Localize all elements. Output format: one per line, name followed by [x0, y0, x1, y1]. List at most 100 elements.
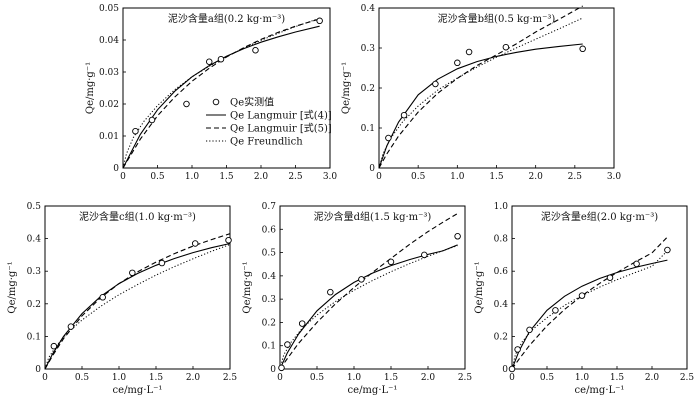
data-point [502, 43, 510, 51]
data-point [633, 260, 640, 268]
x-axis-label: ce/mg·L⁻¹ [113, 385, 163, 396]
y-tick-label: 0.6 [262, 225, 277, 235]
curve-dotted [378, 17, 583, 169]
chart-panel-e: 0 0.5 1.0 1.5 2.0 2.5 0 0.2 0.4 0.6 0.8 1.0 泥沙含量e组(2… [474, 202, 694, 396]
data-point [454, 233, 461, 240]
plot-frame [378, 7, 615, 169]
y-axis-label: Qe/mg·g⁻¹ [341, 62, 352, 114]
x-tick-label: 0 [120, 172, 126, 182]
y-tick-label: 0 [35, 365, 41, 375]
plot-frame [279, 205, 466, 370]
data-point [358, 276, 365, 283]
data-point [578, 292, 586, 299]
x-tick-label: 2.0 [529, 172, 544, 182]
curve-dotted [511, 250, 668, 370]
curve-solid [44, 242, 231, 370]
data-point [579, 45, 586, 53]
panel-title: 泥沙含量e组(2.0 kg·m⁻³) [541, 210, 658, 223]
data-point [526, 326, 533, 334]
data-point [148, 116, 156, 124]
x-tick-label: 1.0 [112, 373, 127, 383]
data-point [298, 320, 306, 327]
data-point [664, 246, 671, 254]
data-point [385, 134, 392, 142]
x-tick-label: 3.0 [607, 172, 622, 182]
y-tick-label: 0.1 [361, 124, 375, 134]
x-tick-label: 2.0 [645, 373, 660, 383]
data-point [514, 346, 521, 353]
y-axis-label: Qe/mg·g⁻¹ [242, 261, 253, 313]
curve-dotted [279, 245, 458, 370]
y-tick-label: 0 [502, 365, 508, 375]
data-point [50, 342, 58, 350]
curve-dashed [511, 236, 668, 370]
panel-title: 泥沙含量a组(0.2 kg·m⁻³) [168, 12, 285, 25]
data-point [606, 274, 614, 281]
y-tick-label: 0.1 [27, 332, 41, 342]
y-tick-label: 0.2 [262, 318, 276, 328]
x-tick-label: 1.5 [149, 373, 164, 383]
x-tick-label: 0 [42, 373, 48, 383]
data-point [552, 307, 559, 314]
y-tick-label: 0.04 [99, 36, 119, 46]
y-tick-label: 0.4 [494, 300, 509, 310]
y-tick-label: 0.3 [361, 44, 376, 54]
curve-solid [279, 244, 458, 370]
data-point [327, 288, 334, 296]
x-axis-label: ce/mg·L⁻¹ [575, 385, 625, 396]
data-point [252, 46, 259, 54]
x-tick-label: 2.5 [288, 172, 303, 182]
x-tick-label: 1.5 [384, 373, 399, 383]
chart-panel-b: 0 0.5 1.0 1.5 2.0 2.5 3.0 0 0.1 0.2 0.3 0.4 泥沙含量b组(0… [341, 4, 621, 182]
x-tick-label: 0.5 [310, 373, 325, 383]
x-tick-label: 1.0 [185, 172, 200, 182]
data-point [225, 236, 232, 244]
x-tick-label: 0.5 [150, 172, 165, 182]
data-point [454, 59, 461, 67]
x-tick-label: 2.5 [458, 373, 473, 383]
y-axis-label: Qe/mg·g⁻¹ [7, 261, 18, 313]
x-tick-label: 0 [277, 373, 283, 383]
y-tick-label: 1.0 [494, 202, 509, 212]
panel-title: 泥沙含量c组(1.0 kg·m⁻³) [79, 210, 196, 223]
legend-label-dashed: Qe Langmuir [式(5)] [230, 122, 332, 135]
data-point [465, 48, 473, 56]
x-tick-label: 0.5 [540, 373, 555, 383]
y-tick-label: 0.05 [99, 4, 119, 14]
y-tick-label: 0 [369, 164, 375, 174]
y-tick-label: 0.4 [262, 272, 277, 282]
data-point [278, 364, 285, 372]
plot-frame [511, 205, 688, 370]
data-point [421, 251, 428, 259]
curve-dotted [44, 244, 231, 370]
data-point [191, 240, 199, 247]
data-point [387, 258, 395, 266]
data-point [508, 365, 516, 373]
x-tick-label: 0 [376, 172, 382, 182]
panel-title: 泥沙含量b组(0.5 kg·m⁻³) [438, 12, 556, 25]
y-tick-label: 0.4 [27, 235, 42, 245]
y-tick-label: 0.7 [262, 202, 277, 212]
y-axis-label: Qe/mg·g⁻¹ [85, 62, 96, 114]
y-tick-label: 0.2 [494, 332, 508, 342]
chart-panel-c: 0 0.5 1.0 1.5 2.0 2.5 0 0.1 0.2 0.3 0.4 0.5 泥沙含量c组(1… [7, 202, 237, 396]
curve-solid [511, 259, 668, 370]
x-tick-label: 3.0 [323, 172, 338, 182]
y-tick-label: 0.2 [27, 300, 41, 310]
x-tick-label: 0 [509, 373, 515, 383]
x-tick-label: 1.0 [347, 373, 362, 383]
y-tick-label: 0.5 [262, 249, 277, 259]
y-tick-label: 0 [113, 164, 119, 174]
y-tick-label: 0.5 [27, 202, 42, 212]
curve-dashed [44, 233, 231, 370]
x-tick-label: 2.5 [680, 373, 695, 383]
y-tick-label: 0 [270, 365, 276, 375]
x-tick-label: 2.0 [254, 172, 269, 182]
y-tick-label: 0.2 [361, 84, 375, 94]
data-point [205, 58, 213, 66]
y-tick-label: 0.02 [99, 100, 119, 110]
y-tick-label: 0.4 [361, 4, 376, 14]
y-tick-label: 0.3 [27, 267, 42, 277]
x-axis-label: ce/mg·L⁻¹ [348, 385, 398, 396]
